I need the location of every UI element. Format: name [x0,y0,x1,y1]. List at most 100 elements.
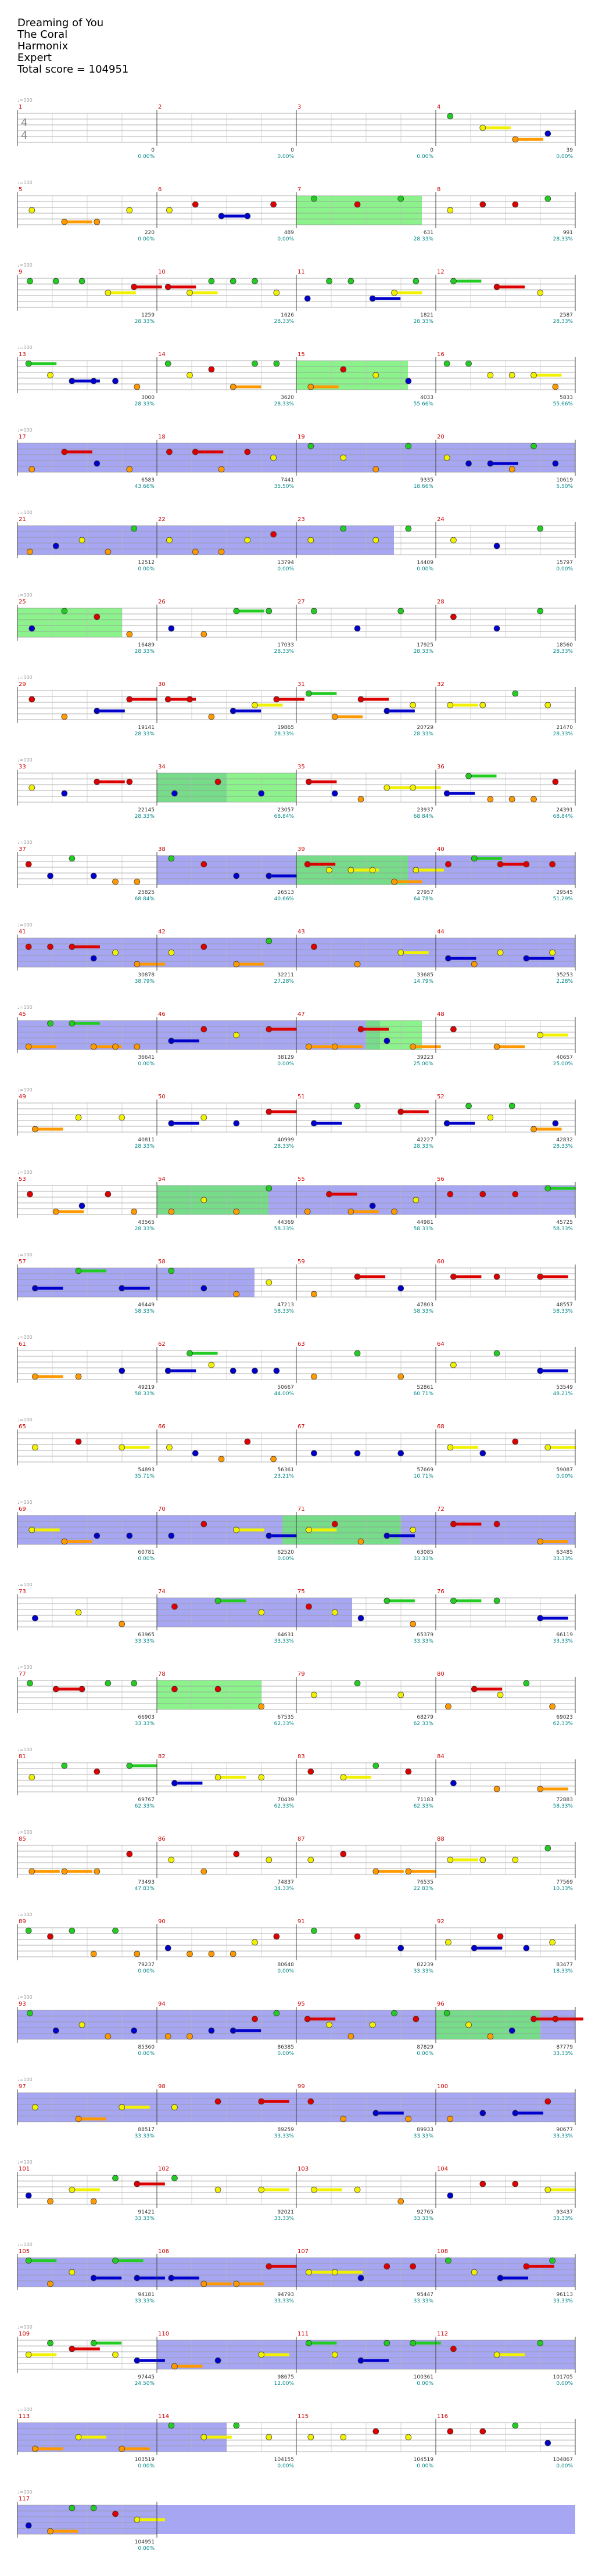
measure-number: 41 [19,929,26,935]
star-power-phrase [17,526,394,555]
red-note [105,1191,112,1198]
measure-score: 1821 [420,312,433,318]
orange-note [200,2280,207,2287]
green-note [47,1020,53,1027]
measure-score: 93437 [556,2209,573,2215]
red-note [397,1108,404,1115]
green-note [233,2422,240,2429]
tempo-marker: ♩=100 [17,1747,33,1752]
green-note [397,608,404,615]
measure-percent: 33.33% [135,2216,155,2222]
measure-number: 110 [158,2331,169,2337]
blue-sustain [137,2359,165,2362]
red-sustain [268,1027,297,1031]
measure-score: 17925 [417,642,433,648]
measure-number: 97 [19,2083,26,2090]
measure-number: 51 [298,1094,305,1100]
red-note [273,1933,280,1940]
blue-note [119,1367,126,1374]
measure-percent: 0.00% [138,2051,155,2057]
red-note [383,2263,390,2270]
yellow-sustain [394,291,422,294]
red-note [266,1026,273,1033]
blue-note [90,2275,97,2282]
measure-score: 0 [430,148,433,153]
blue-note [383,707,390,714]
red-note [479,2428,486,2435]
yellow-note [105,289,112,296]
measure-number: 26 [158,599,166,605]
red-note [340,366,347,373]
blue-note [369,295,376,302]
measure-score: 38129 [277,1055,294,1061]
yellow-sustain [107,291,136,294]
measure-score: 10619 [556,477,573,483]
measure-percent: 0.00% [138,154,155,160]
yellow-note [78,2021,85,2028]
yellow-note [479,124,486,131]
measure-number: 106 [158,2248,169,2255]
orange-sustain [64,1540,92,1543]
blue-note [208,2027,215,2034]
measure-number: 12 [437,269,445,275]
measure-percent: 34.33% [274,1886,295,1892]
measure-number: 46 [158,1011,166,1018]
staff-row: 69607810.00%70625200.00%716308533.33%726… [17,1500,576,1562]
measure-number: 82 [158,1754,166,1760]
measure-percent: 33.33% [135,1721,155,1727]
measure-score: 100361 [414,2374,433,2380]
green-note [443,2010,450,2017]
tempo-marker: ♩=100 [17,592,33,598]
measure-percent: 33.33% [414,1556,434,1562]
staff-row: 291914128.33%301986528.33%312072928.33%3… [17,675,576,737]
measure-percent: 62.33% [553,1721,574,1727]
green-sustain [189,1352,218,1355]
blue-note [168,1037,175,1044]
measure-score: 64631 [277,1632,294,1638]
measure-score: 79237 [138,1962,155,1968]
staff-row: 1019142133.33%1029202133.33%1039276533.3… [17,2160,576,2222]
measure-percent: 0.00% [417,566,433,572]
green-note [306,2340,312,2347]
yellow-note [405,2434,412,2441]
green-sustain [115,2259,144,2262]
red-sustain [96,780,125,784]
orange-sustain [121,2447,150,2451]
tempo-marker: ♩=100 [17,1995,33,2000]
green-note [311,1927,317,1934]
measure-percent: 28.33% [414,319,434,325]
yellow-note [331,1609,338,1616]
orange-note [493,1043,500,1050]
measure-percent: 28.33% [135,649,155,655]
orange-note [126,631,133,638]
yellow-note [200,1114,207,1121]
red-note [493,283,500,290]
measure-percent: 28.33% [414,1144,434,1149]
measure-percent: 33.33% [553,1556,574,1562]
tempo-marker: ♩=100 [17,1252,33,1258]
measure-number: 111 [298,2331,309,2337]
measure-score: 89259 [277,2127,294,2133]
measure-score: 18560 [556,642,573,648]
measure-percent: 28.33% [414,236,434,242]
red-note [537,1273,544,1280]
measure-number: 57 [19,1259,26,1265]
blue-sustain [171,1039,199,1043]
blue-note [28,625,35,632]
staff-row: 816976762.33%827043962.33%837118362.33%8… [17,1747,576,1809]
red-note [52,1686,59,1693]
red-note [200,861,207,868]
orange-note [531,1126,537,1133]
green-note [537,608,544,615]
measure-percent: 33.33% [135,2133,155,2139]
measure-score: 56361 [277,1467,294,1473]
measure-percent: 22.83% [414,1886,434,1892]
staff-row: 93853600.00%94863850.00%95878290.00%9687… [17,1995,583,2057]
orange-sustain [350,1210,379,1213]
red-note [340,1851,347,1858]
green-note [252,278,258,285]
red-note [410,2263,416,2270]
blue-note [479,2110,486,2117]
yellow-note [258,1609,265,1616]
orange-note [304,1208,311,1215]
